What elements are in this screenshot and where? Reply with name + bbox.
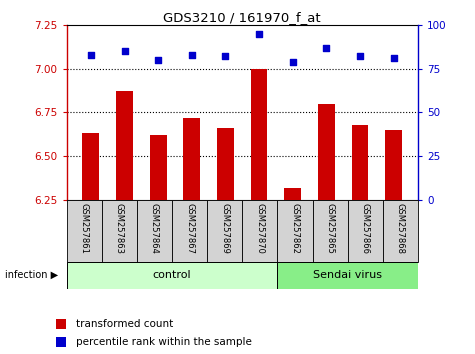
FancyBboxPatch shape	[242, 200, 277, 262]
Text: control: control	[152, 270, 191, 280]
Point	[222, 53, 229, 59]
FancyBboxPatch shape	[137, 200, 172, 262]
Bar	[183, 118, 200, 200]
FancyBboxPatch shape	[277, 262, 418, 289]
Text: GSM257865: GSM257865	[326, 203, 334, 254]
Text: Sendai virus: Sendai virus	[313, 270, 382, 280]
Point	[356, 53, 364, 59]
Point	[87, 52, 95, 57]
Bar	[318, 104, 335, 200]
FancyBboxPatch shape	[66, 262, 277, 289]
Point	[323, 45, 330, 50]
Bar	[150, 135, 167, 200]
FancyBboxPatch shape	[348, 200, 383, 262]
FancyBboxPatch shape	[102, 200, 137, 262]
Bar	[385, 130, 402, 200]
Bar	[116, 91, 133, 200]
FancyBboxPatch shape	[313, 200, 348, 262]
Text: transformed count: transformed count	[76, 319, 173, 329]
Text: GSM257867: GSM257867	[185, 203, 194, 254]
FancyBboxPatch shape	[277, 200, 313, 262]
Text: GSM257863: GSM257863	[115, 203, 124, 254]
Point	[289, 59, 296, 64]
Point	[121, 48, 128, 54]
Bar	[352, 125, 369, 200]
Text: GSM257869: GSM257869	[220, 203, 229, 254]
FancyBboxPatch shape	[207, 200, 242, 262]
Text: GSM257864: GSM257864	[150, 203, 159, 254]
Text: GSM257866: GSM257866	[361, 203, 370, 254]
Bar	[56, 337, 66, 347]
Text: infection ▶: infection ▶	[5, 270, 58, 280]
FancyBboxPatch shape	[66, 200, 102, 262]
Point	[188, 52, 196, 57]
Text: GSM257862: GSM257862	[291, 203, 299, 254]
Text: GSM257870: GSM257870	[256, 203, 264, 254]
Text: GSM257868: GSM257868	[396, 203, 405, 254]
Bar	[251, 69, 267, 200]
Point	[390, 55, 398, 61]
FancyBboxPatch shape	[383, 200, 418, 262]
Bar	[217, 128, 234, 200]
Point	[255, 31, 263, 36]
Text: GSM257861: GSM257861	[80, 203, 88, 254]
Bar	[83, 133, 99, 200]
FancyBboxPatch shape	[172, 200, 207, 262]
Point	[154, 57, 162, 63]
Bar	[56, 319, 66, 329]
Bar	[285, 188, 301, 200]
Title: GDS3210 / 161970_f_at: GDS3210 / 161970_f_at	[163, 11, 321, 24]
Text: percentile rank within the sample: percentile rank within the sample	[76, 337, 252, 347]
